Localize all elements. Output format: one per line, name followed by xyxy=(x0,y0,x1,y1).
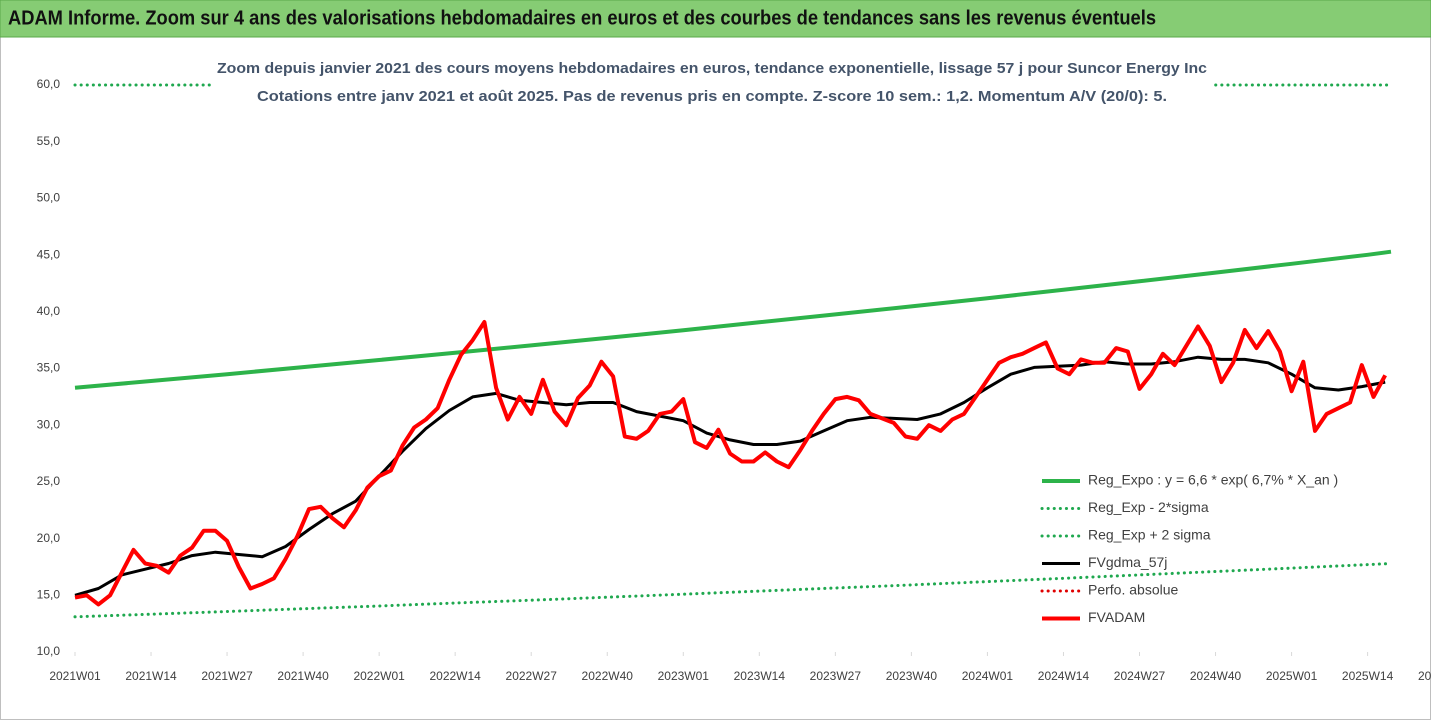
legend-label: FVADAM xyxy=(1088,609,1145,625)
legend-label: Reg_Exp - 2*sigma xyxy=(1088,499,1209,515)
x-tick-label: 2021W27 xyxy=(201,669,253,683)
x-tick-label: 2024W14 xyxy=(1038,669,1090,683)
y-tick-label: 20,0 xyxy=(37,531,61,545)
legend-label: Reg_Exp + 2 sigma xyxy=(1088,527,1211,543)
x-tick-label: 2022W27 xyxy=(506,669,558,683)
series-line xyxy=(74,249,1392,390)
x-tick-label: 2021W40 xyxy=(277,669,329,683)
x-tick-label: 2023W14 xyxy=(734,669,786,683)
subtitle-box xyxy=(212,54,1212,110)
header-bar xyxy=(0,0,1431,38)
x-tick-label: 2022W01 xyxy=(353,669,405,683)
y-tick-label: 45,0 xyxy=(37,247,61,261)
y-tick-label: 25,0 xyxy=(37,474,61,488)
x-tick-label: 2025W27 xyxy=(1418,669,1431,683)
y-tick-label: 10,0 xyxy=(37,644,61,658)
legend-label: FVgdma_57j xyxy=(1088,554,1167,570)
legend-label: Reg_Expo : y = 6,6 * exp( 6,7% * X_an ) xyxy=(1088,472,1338,488)
subtitle-line: Zoom depuis janvier 2021 des cours moyen… xyxy=(217,60,1207,77)
x-tick-label: 2022W14 xyxy=(429,669,481,683)
y-tick-label: 40,0 xyxy=(37,304,61,318)
x-tick-label: 2023W01 xyxy=(658,669,710,683)
x-tick-label: 2025W01 xyxy=(1266,669,1318,683)
y-tick-label: 50,0 xyxy=(37,191,61,205)
x-tick-label: 2024W27 xyxy=(1114,669,1166,683)
y-tick-label: 30,0 xyxy=(37,417,61,431)
y-tick-label: 55,0 xyxy=(37,134,61,148)
x-tick-label: 2024W01 xyxy=(962,669,1014,683)
x-tick-label: 2022W40 xyxy=(582,669,634,683)
y-tick-label: 35,0 xyxy=(37,361,61,375)
plot-area: 10,0 15,0 20,0 25,0 30,0 35,0 40,0 45,0 50,0 55,0… xyxy=(37,77,1431,683)
y-tick-label: 15,0 xyxy=(37,587,61,601)
y-tick-label: 60,0 xyxy=(37,77,61,91)
x-tick-label: 2023W40 xyxy=(886,669,938,683)
x-tick-label: 2021W14 xyxy=(125,669,177,683)
x-tick-label: 2025W14 xyxy=(1342,669,1394,683)
x-tick-label: 2021W01 xyxy=(49,669,101,683)
legend: Reg_Expo : y = 6,6 * exp( 6,7% * X_an ) R… xyxy=(1040,472,1338,625)
series-line xyxy=(73,562,1393,619)
x-tick-label: 2024W40 xyxy=(1190,669,1242,683)
chart-title: ADAM Informe. Zoom sur 4 ans des valoris… xyxy=(8,7,1156,29)
x-tick-label: 2023W27 xyxy=(810,669,862,683)
subtitle-line: Cotations entre janv 2021 et août 2025. … xyxy=(257,88,1167,105)
series-line xyxy=(74,320,1387,607)
legend-label: Perfo. absolue xyxy=(1088,582,1178,598)
